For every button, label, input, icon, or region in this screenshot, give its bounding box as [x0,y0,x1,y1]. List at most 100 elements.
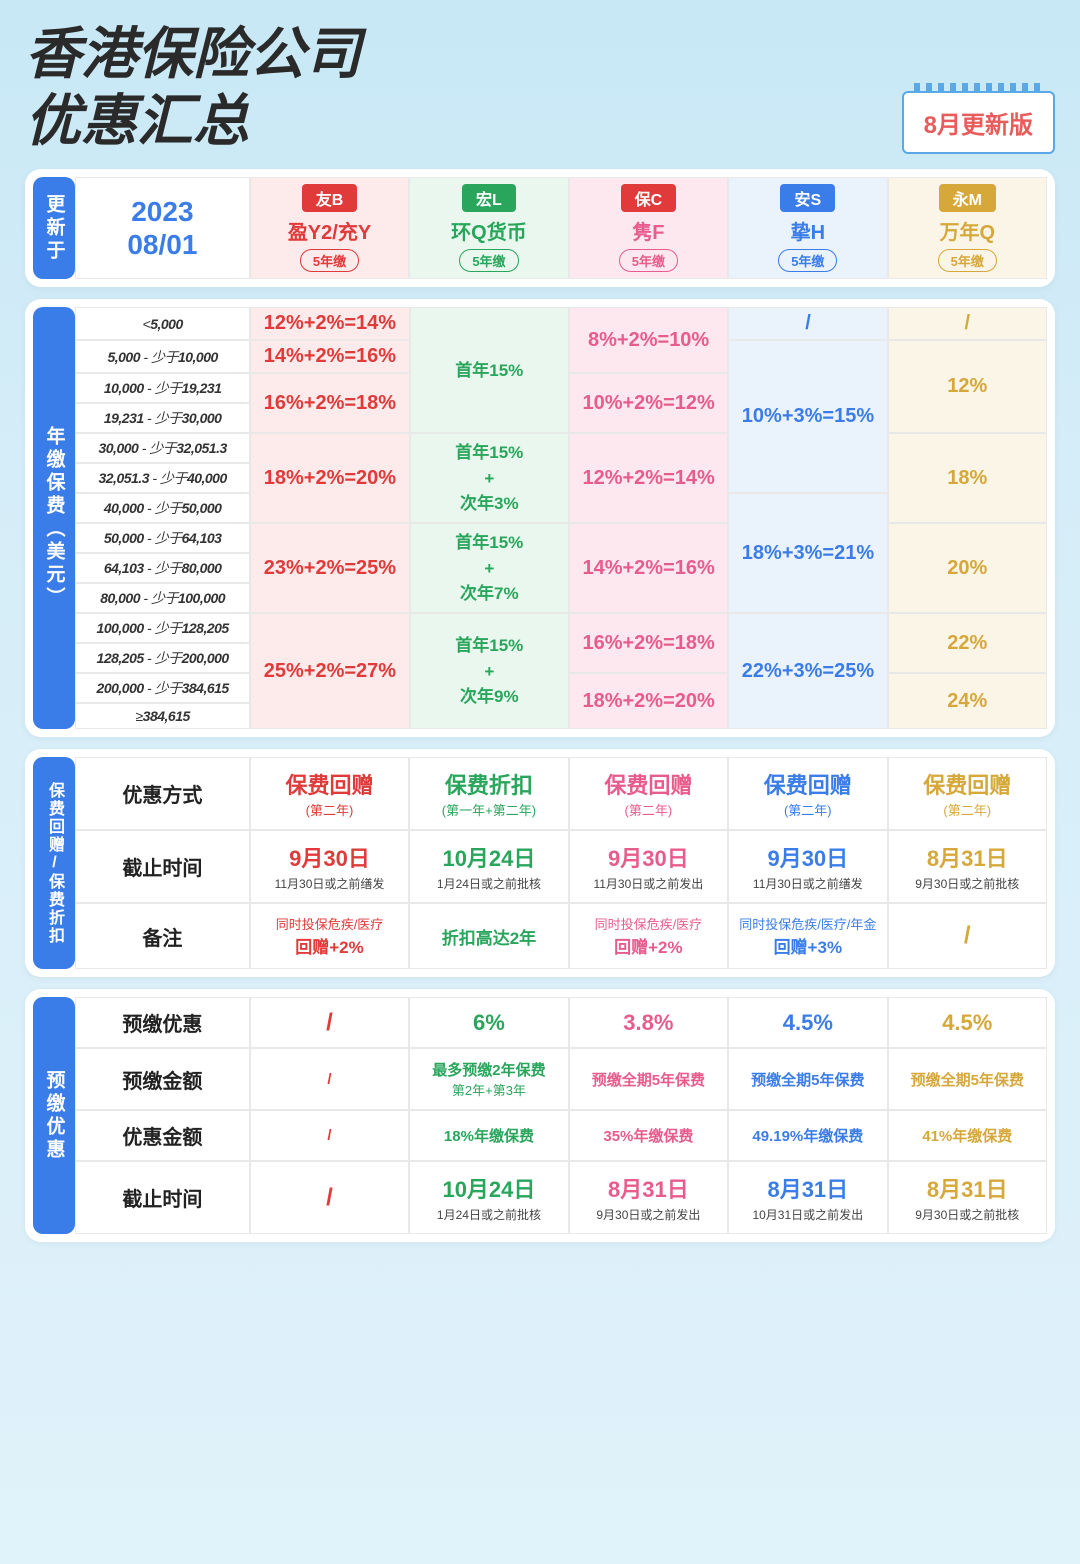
cell: 8月31日9月30日或之前批核 [888,1161,1047,1234]
label-tiers: 年缴保费（美元） [33,307,75,729]
tier-cell: 128,205 - 少于200,000 [75,643,250,673]
cell: / [250,1048,409,1110]
company-永M: 永M 万年Q 5年缴 [888,177,1047,279]
tier-cell: 18%+3%=21% [728,493,887,613]
tier-cell: / [728,307,887,340]
tier-cell: 18%+2%=20% [250,433,409,523]
company-安S: 安S 挚H 5年缴 [728,177,887,279]
card-companies: 更新于 202308/01 友B 盈Y2/充Y 5年缴 宏L 环Q货币 5年缴 … [25,169,1055,287]
tier-cell: 23%+2%=25% [250,523,409,613]
cell: 预缴全期5年保费 [728,1048,887,1110]
cell: / [250,997,409,1048]
cell: 3.8% [569,997,728,1048]
cell: 同时投保危疾/医疗回赠+2% [569,903,728,969]
tier-cell: ≥384,615 [75,703,250,729]
cell: 35%年缴保费 [569,1110,728,1161]
cell: 8月31日9月30日或之前批核 [888,830,1047,903]
cell: 同时投保危疾/医疗回赠+2% [250,903,409,969]
tier-cell: 12%+2%=14% [569,433,728,523]
cell: 8月31日10月31日或之前发出 [728,1161,887,1234]
cell: 预缴全期5年保费 [888,1048,1047,1110]
tier-cell: / [888,307,1047,340]
card-prepay: 预缴优惠 预缴优惠/6%3.8%4.5%4.5%预缴金额/最多预缴2年保费第2年… [25,989,1055,1242]
title-line1: 香港保险公司 [25,20,361,87]
tier-cell: 10,000 - 少于19,231 [75,373,250,403]
row-label: 截止时间 [75,830,250,903]
tier-cell: 18%+2%=20% [569,673,728,729]
tier-cell: 25%+2%=27% [250,613,409,729]
cell: 保费回赠(第二年) [728,757,887,830]
row-label: 预缴优惠 [75,997,250,1048]
cell: 10月24日1月24日或之前批核 [409,1161,568,1234]
tier-cell: 10%+3%=15% [728,340,887,493]
cell: 保费回赠(第二年) [888,757,1047,830]
row-label: 预缴金额 [75,1048,250,1110]
tier-cell: 12%+2%=14% [250,307,409,340]
company-友B: 友B 盈Y2/充Y 5年缴 [250,177,409,279]
label-update: 更新于 [33,177,75,279]
row-label: 备注 [75,903,250,969]
cell: / [250,1161,409,1234]
card-rebate: 保费回赠/保费折扣 优惠方式保费回赠(第二年)保费折扣(第一年+第二年)保费回赠… [25,749,1055,977]
cell: 9月30日11月30日或之前发出 [569,830,728,903]
cell: 同时投保危疾/医疗/年金回赠+3% [728,903,887,969]
tier-cell: 40,000 - 少于50,000 [75,493,250,523]
tier-cell: 18% [888,433,1047,523]
tier-cell: 50,000 - 少于64,103 [75,523,250,553]
tier-cell: 16%+2%=18% [250,373,409,433]
cell: 49.19%年缴保费 [728,1110,887,1161]
cell: 41%年缴保费 [888,1110,1047,1161]
tier-cell: 30,000 - 少于32,051.3 [75,433,250,463]
tier-cell: 20% [888,523,1047,613]
cell: 10月24日1月24日或之前批核 [409,830,568,903]
header: 香港保险公司 优惠汇总 8月更新版 [25,20,1055,154]
title-line2: 优惠汇总 [25,87,361,154]
tier-cell: 首年15% + 次年9% [410,613,569,729]
cell: 6% [409,997,568,1048]
row-label: 优惠方式 [75,757,250,830]
cell: / [888,903,1047,969]
cell: 最多预缴2年保费第2年+第3年 [409,1048,568,1110]
company-保C: 保C 隽F 5年缴 [569,177,728,279]
cell: 保费回赠(第二年) [250,757,409,830]
tier-cell: 首年15% + 次年7% [410,523,569,613]
tier-cell: 22% [888,613,1047,673]
tier-cell: 12% [888,340,1047,433]
date-cell: 202308/01 [75,177,250,279]
tier-cell: 19,231 - 少于30,000 [75,403,250,433]
tier-cell: 14%+2%=16% [250,340,409,373]
tier-cell: 16%+2%=18% [569,613,728,673]
label-rebate: 保费回赠/保费折扣 [33,757,75,969]
tier-cell: 22%+3%=25% [728,613,887,729]
cell: 4.5% [728,997,887,1048]
label-prepay: 预缴优惠 [33,997,75,1234]
cell: 折扣高达2年 [409,903,568,969]
tier-cell: 200,000 - 少于384,615 [75,673,250,703]
tier-cell: 首年15% [410,307,569,433]
cell: 保费折扣(第一年+第二年) [409,757,568,830]
tier-cell: 10%+2%=12% [569,373,728,433]
row-label: 优惠金额 [75,1110,250,1161]
cell: 8月31日9月30日或之前发出 [569,1161,728,1234]
tier-cell: 64,103 - 少于80,000 [75,553,250,583]
tier-cell: 5,000 - 少于10,000 [75,340,250,373]
tier-cell: 首年15% + 次年3% [410,433,569,523]
tier-cell: 32,051.3 - 少于40,000 [75,463,250,493]
cell: 保费回赠(第二年) [569,757,728,830]
version-badge: 8月更新版 [902,91,1055,154]
page-title: 香港保险公司 优惠汇总 [25,20,361,154]
row-label: 截止时间 [75,1161,250,1234]
cell: 9月30日11月30日或之前缮发 [728,830,887,903]
company-宏L: 宏L 环Q货币 5年缴 [409,177,568,279]
tier-cell: <5,000 [75,307,250,340]
tier-cell: 80,000 - 少于100,000 [75,583,250,613]
tier-cell: 8%+2%=10% [569,307,728,373]
cell: / [250,1110,409,1161]
cell: 18%年缴保费 [409,1110,568,1161]
tier-cell: 24% [888,673,1047,729]
tier-cell: 100,000 - 少于128,205 [75,613,250,643]
cell: 9月30日11月30日或之前缮发 [250,830,409,903]
tier-cell: 14%+2%=16% [569,523,728,613]
cell: 预缴全期5年保费 [569,1048,728,1110]
card-tiers: 年缴保费（美元） <5,00012%+2%=14%首年15%8%+2%=10%/… [25,299,1055,737]
